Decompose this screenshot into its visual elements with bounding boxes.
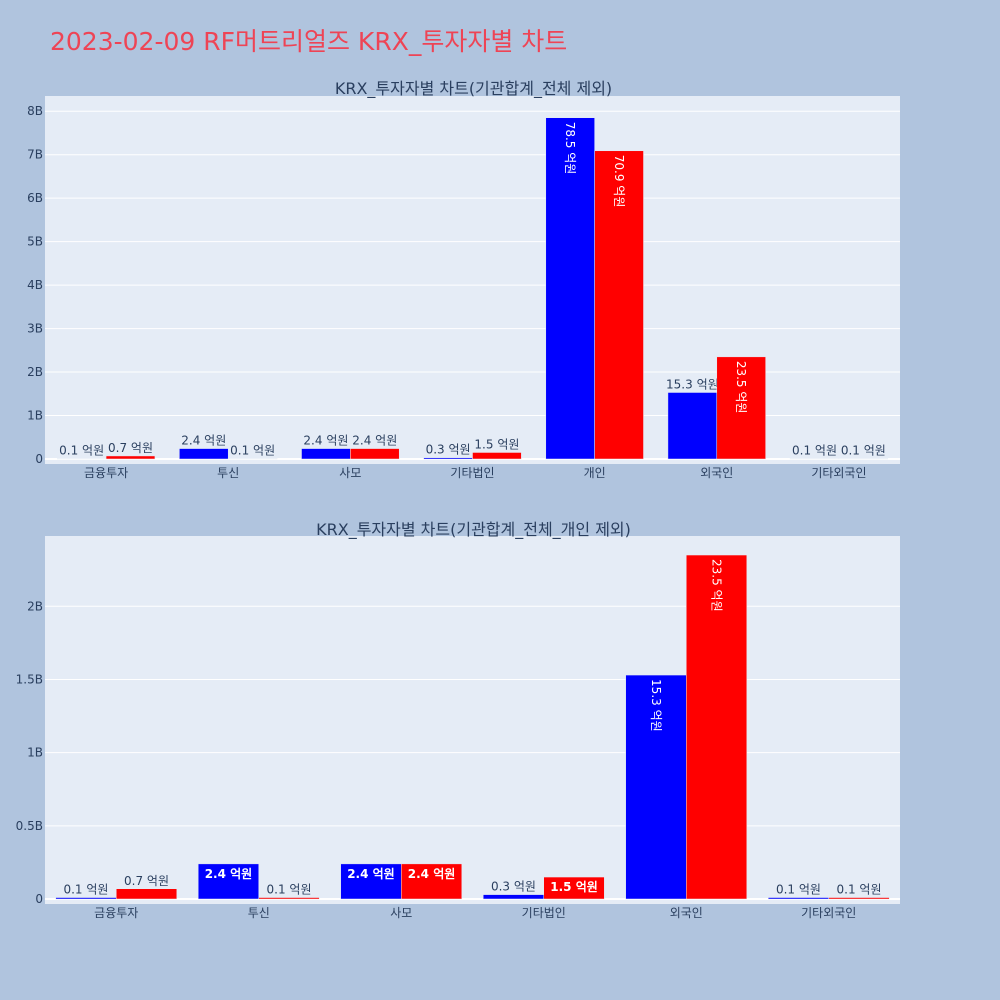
data-label: 0.1 억원 <box>267 883 312 897</box>
y-tick-label: 2B <box>27 599 43 613</box>
data-label: 0.7 억원 <box>108 441 153 455</box>
y-tick-label: 2B <box>27 365 43 379</box>
chart-title: KRX_투자자별 차트(기관합계_전체 제외) <box>335 79 612 99</box>
y-tick-label: 0.5B <box>16 819 43 833</box>
x-tick-label: 사모 <box>390 906 412 920</box>
data-label: 0.1 억원 <box>776 883 821 897</box>
page-title: 2023-02-09 RF머트리얼즈 KRX_투자자별 차트 <box>50 27 568 56</box>
bar-red <box>828 897 890 900</box>
y-tick-label: 1.5B <box>16 672 43 686</box>
data-label: 15.3 억원 <box>666 377 719 391</box>
data-label: 0.1 억원 <box>837 883 882 897</box>
data-label: 23.5 억원 <box>734 361 748 414</box>
bar-red <box>258 897 320 900</box>
plot-area <box>45 96 900 464</box>
data-label: 70.9 억원 <box>612 155 626 208</box>
data-label: 2.4 억원 <box>303 434 348 448</box>
data-label: 2.4 억원 <box>352 434 397 448</box>
y-tick-label: 5B <box>27 235 43 249</box>
bar-red <box>350 448 400 460</box>
y-tick-label: 0 <box>35 452 43 466</box>
bar-blue <box>197 863 259 900</box>
bar-blue <box>482 894 544 900</box>
data-label: 2.4 억원 <box>347 867 395 881</box>
data-label: 0.1 억원 <box>59 444 104 458</box>
bar-red <box>472 452 522 460</box>
x-tick-label: 사모 <box>339 466 361 480</box>
data-label: 2.4 억원 <box>181 434 226 448</box>
y-tick-label: 4B <box>27 278 43 292</box>
data-label: 0.7 억원 <box>124 874 169 888</box>
data-label: 1.5 억원 <box>550 880 598 894</box>
x-tick-label: 기타법인 <box>522 906 566 920</box>
data-label: 0.1 억원 <box>63 883 108 897</box>
bar-red <box>116 888 178 900</box>
bar-blue <box>423 457 473 460</box>
y-tick-label: 1B <box>27 409 43 423</box>
bar-blue <box>179 448 229 460</box>
chart-2: 0 0.5B 1B 1.5B 2B KRX_투자자별 차트(기관합계_전체_개인 제외) 금… <box>16 520 900 920</box>
data-label: 0.1 억원 <box>230 444 275 458</box>
bar-blue <box>667 392 718 460</box>
chart-1: 0 1B 2B 3B 4B 5B 6B 7B 8B KRX_투자자별 차트(기관합계_전체 제외)… <box>27 79 900 480</box>
bar-red <box>543 876 605 900</box>
y-tick-label: 7B <box>27 148 43 162</box>
data-label: 0.1 억원 <box>841 444 886 458</box>
data-label: 2.4 억원 <box>205 867 253 881</box>
bar-blue <box>55 897 117 900</box>
x-tick-label: 개인 <box>584 466 606 480</box>
data-label: 2.4 억원 <box>408 867 456 881</box>
bar-red <box>686 554 748 900</box>
data-label: 15.3 억원 <box>649 679 663 732</box>
x-tick-label: 금융투자 <box>84 466 128 480</box>
bar-red <box>716 356 766 460</box>
bar-blue <box>625 674 687 900</box>
x-tick-label: 기타외국인 <box>801 906 856 920</box>
x-tick-label: 외국인 <box>700 466 733 480</box>
x-tick-label: 투신 <box>217 466 239 480</box>
data-label: 78.5 억원 <box>563 122 577 175</box>
x-tick-label: 투신 <box>248 906 270 920</box>
y-tick-label: 1B <box>27 746 43 760</box>
data-label: 0.3 억원 <box>491 880 536 894</box>
y-tick-label: 0 <box>35 892 43 906</box>
data-label: 0.3 억원 <box>426 443 471 457</box>
bar-red <box>594 150 644 460</box>
bar-blue <box>545 117 595 460</box>
y-tick-label: 8B <box>27 104 43 118</box>
y-tick-label: 6B <box>27 191 43 205</box>
y-tick-label: 3B <box>27 322 43 336</box>
data-label: 1.5 억원 <box>474 437 519 451</box>
bar-blue <box>301 448 351 460</box>
bar-red <box>401 863 463 900</box>
bar-red <box>105 455 156 460</box>
chart-title: KRX_투자자별 차트(기관합계_전체_개인 제외) <box>316 520 631 540</box>
data-label: 0.1 억원 <box>792 444 837 458</box>
x-tick-label: 금융투자 <box>94 906 138 920</box>
x-tick-label: 기타법인 <box>450 466 494 480</box>
data-label: 23.5 억원 <box>710 559 724 612</box>
x-tick-label: 외국인 <box>670 906 703 920</box>
bar-blue <box>767 897 829 900</box>
plot-area <box>45 536 900 904</box>
x-tick-label: 기타외국인 <box>811 466 866 480</box>
